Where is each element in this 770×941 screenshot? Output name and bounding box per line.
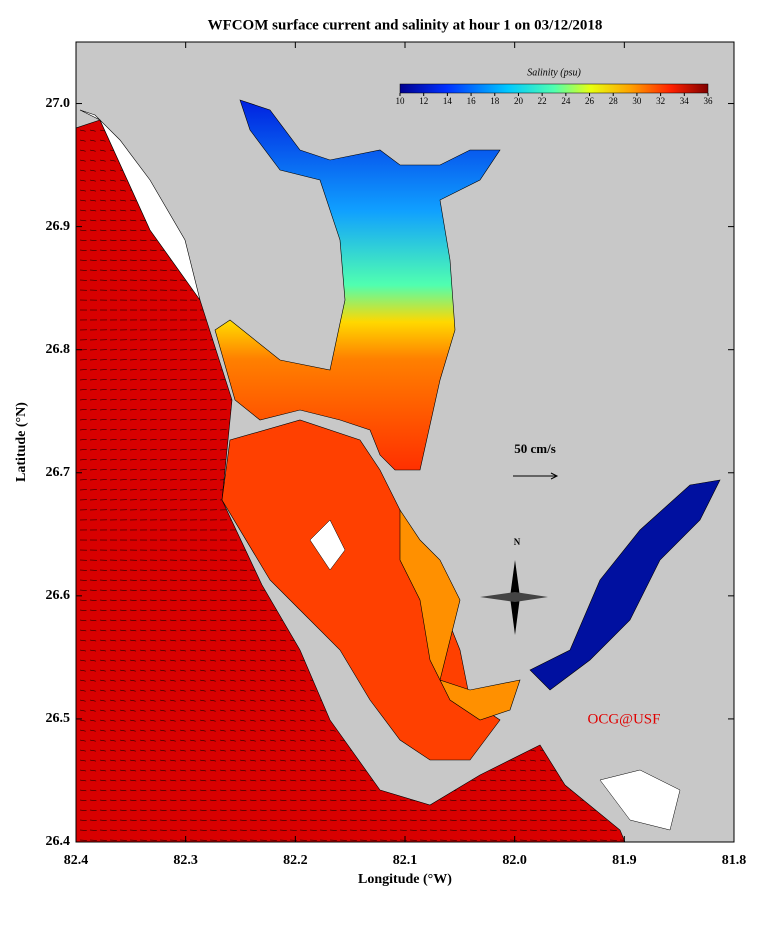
y-axis-label: Latitude (°N) <box>14 402 29 482</box>
colorbar-tick-label: 28 <box>609 96 619 106</box>
x-tick-label: 82.1 <box>393 853 418 868</box>
colorbar-tick-label: 32 <box>656 96 665 106</box>
colorbar-tick-label: 14 <box>443 96 453 106</box>
colorbar-tick-label: 16 <box>467 96 477 106</box>
y-tick-label: 26.7 <box>46 465 71 480</box>
x-tick-label: 82.2 <box>283 853 308 868</box>
colorbar-tick-label: 26 <box>585 96 595 106</box>
x-tick-label: 82.0 <box>502 853 527 868</box>
colorbar-label: Salinity (psu) <box>527 67 581 78</box>
colorbar-tick-label: 18 <box>490 96 500 106</box>
colorbar-tick-label: 20 <box>514 96 524 106</box>
colorbar-tick-label: 36 <box>704 96 714 106</box>
y-tick-label: 26.6 <box>46 588 71 603</box>
colorbar-tick-label: 24 <box>561 96 571 106</box>
x-tick-label: 81.8 <box>722 853 747 868</box>
chart-title: WFCOM surface current and salinity at ho… <box>208 17 603 33</box>
scale-label: 50 cm/s <box>514 441 556 456</box>
y-tick-label: 27.0 <box>46 96 71 111</box>
colorbar-tick-label: 22 <box>538 96 547 106</box>
x-axis-label: Longitude (°W) <box>358 872 452 887</box>
x-tick-label: 82.4 <box>64 853 89 868</box>
compass-north: N <box>514 537 521 547</box>
colorbar-tick-label: 34 <box>680 96 690 106</box>
colorbar-tick-label: 10 <box>396 96 406 106</box>
credit: OCG@USF <box>587 711 660 727</box>
y-tick-label: 26.5 <box>46 711 71 726</box>
y-tick-label: 26.8 <box>46 342 71 357</box>
y-tick-label: 26.4 <box>46 834 71 849</box>
x-tick-label: 81.9 <box>612 853 637 868</box>
colorbar <box>400 84 708 93</box>
colorbar-tick-label: 30 <box>632 96 642 106</box>
colorbar-tick-label: 12 <box>419 96 428 106</box>
y-tick-label: 26.9 <box>46 219 71 234</box>
x-tick-label: 82.3 <box>173 853 198 868</box>
